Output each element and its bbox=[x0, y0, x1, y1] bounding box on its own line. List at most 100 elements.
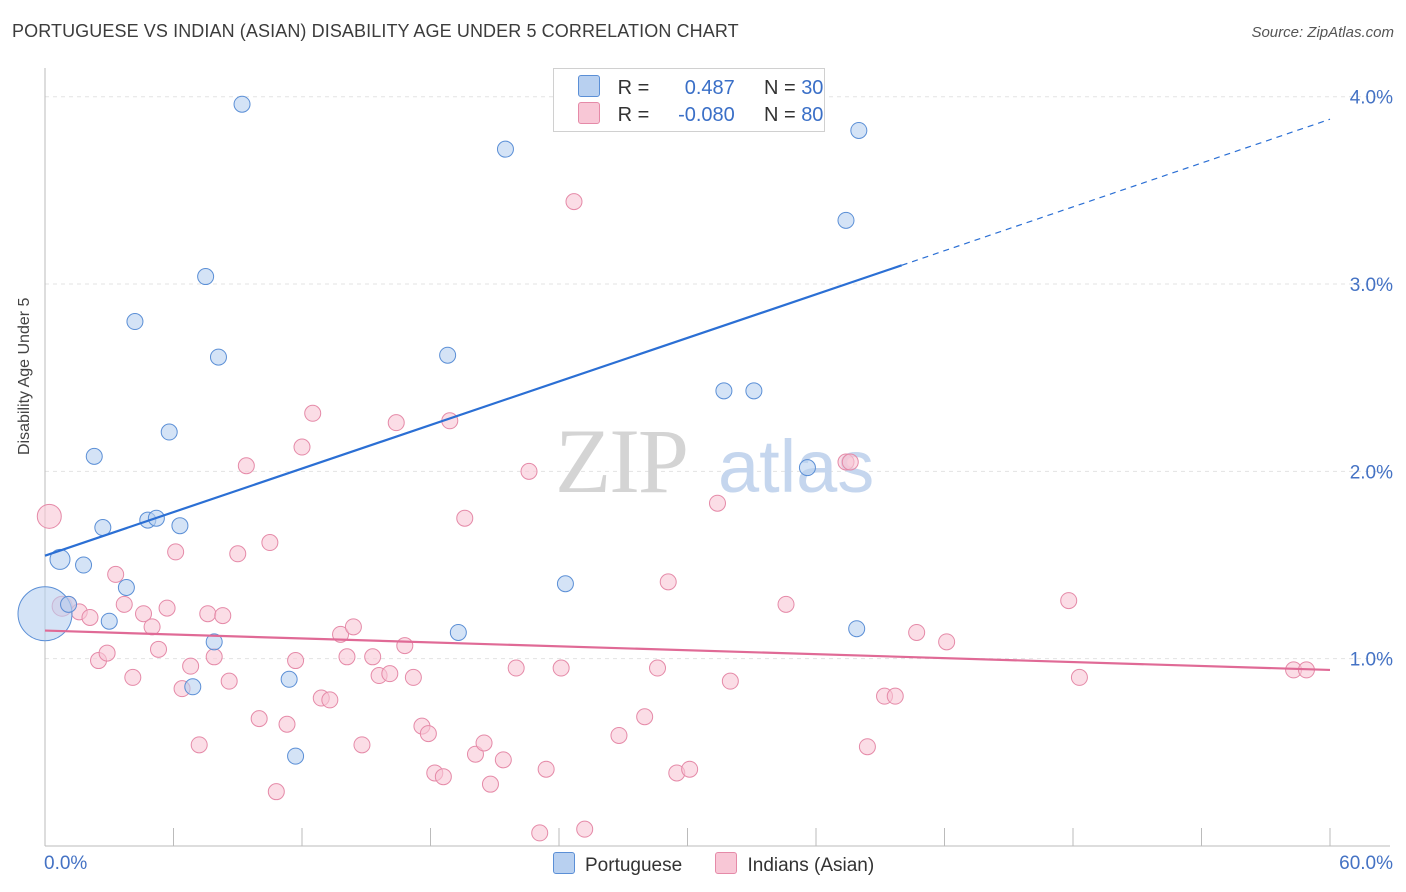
point-indians-asian bbox=[135, 605, 153, 623]
point-indians-asian bbox=[278, 715, 296, 733]
point-indians-asian bbox=[659, 573, 677, 591]
watermark: ZIP atlas bbox=[555, 410, 874, 512]
point-indians-asian bbox=[190, 736, 208, 754]
point-indians-asian bbox=[1060, 592, 1078, 610]
series-portuguese bbox=[17, 95, 868, 765]
point-indians-asian bbox=[419, 725, 437, 743]
point-indians-asian bbox=[537, 760, 555, 778]
point-portuguese bbox=[160, 423, 178, 441]
point-indians-asian bbox=[396, 637, 414, 655]
point-indians-asian bbox=[81, 608, 99, 626]
point-portuguese bbox=[49, 548, 71, 570]
watermark-text: ZIP bbox=[555, 410, 687, 512]
legend-label: Portuguese bbox=[585, 855, 683, 876]
point-portuguese bbox=[287, 747, 305, 765]
point-indians-asian bbox=[610, 726, 628, 744]
point-indians-asian bbox=[353, 736, 371, 754]
point-indians-asian bbox=[182, 657, 200, 675]
x-tick-label: 60.0% bbox=[1339, 853, 1393, 874]
point-portuguese bbox=[100, 612, 118, 630]
point-indians-asian bbox=[321, 691, 339, 709]
x-tick-label: 0.0% bbox=[44, 853, 87, 874]
point-indians-asian bbox=[287, 652, 305, 670]
point-indians-asian bbox=[205, 648, 223, 666]
point-portuguese bbox=[439, 346, 457, 364]
point-indians-asian bbox=[364, 648, 382, 666]
point-indians-asian bbox=[721, 672, 739, 690]
point-portuguese bbox=[85, 447, 103, 465]
legend-r-value: 0.487 bbox=[684, 77, 735, 99]
y-tick-labels: 1.0% 2.0% 3.0% 4.0% bbox=[1350, 88, 1393, 671]
legend-n-value: 80 bbox=[801, 104, 824, 126]
point-indians-asian bbox=[858, 738, 876, 756]
point-portuguese bbox=[798, 459, 816, 477]
point-indians-asian bbox=[124, 668, 142, 686]
point-indians-asian bbox=[107, 565, 125, 583]
legend-swatch-pink bbox=[715, 852, 738, 874]
point-portuguese bbox=[205, 633, 223, 651]
y-tick-label: 2.0% bbox=[1350, 462, 1393, 483]
point-portuguese bbox=[556, 575, 574, 593]
point-indians-asian bbox=[250, 710, 268, 728]
point-indians-asian bbox=[214, 607, 232, 625]
correlation-legend: R = 0.487 N = 30 R = -0.080 N = 80 bbox=[553, 68, 825, 132]
point-portuguese bbox=[233, 95, 251, 113]
point-portuguese bbox=[126, 313, 144, 331]
point-indians-asian bbox=[338, 648, 356, 666]
point-indians-asian bbox=[708, 494, 726, 512]
point-indians-asian bbox=[938, 633, 956, 651]
point-portuguese bbox=[837, 211, 855, 229]
point-portuguese bbox=[449, 623, 467, 641]
series-legend: Portuguese Indians (Asian) bbox=[553, 852, 902, 877]
trend-line-portuguese-extension bbox=[901, 118, 1331, 266]
point-indians-asian bbox=[237, 457, 255, 475]
point-portuguese bbox=[117, 579, 135, 597]
point-indians-asian bbox=[261, 534, 279, 552]
point-indians-asian bbox=[98, 644, 116, 662]
gridlines bbox=[45, 96, 1390, 660]
legend-r-value: -0.080 bbox=[678, 104, 735, 126]
point-portuguese bbox=[75, 556, 93, 574]
point-indians-asian bbox=[481, 775, 499, 793]
legend-r-label: R = bbox=[617, 104, 650, 126]
point-indians-asian bbox=[456, 509, 474, 527]
point-indians-asian bbox=[466, 745, 484, 763]
legend-label: Indians (Asian) bbox=[747, 855, 875, 876]
point-indians-asian bbox=[636, 708, 654, 726]
point-indians-asian bbox=[267, 783, 285, 801]
legend-item-indians: Indians (Asian) bbox=[715, 852, 874, 877]
point-portuguese bbox=[848, 620, 866, 638]
x-tick-labels: 0.0% 60.0% bbox=[44, 853, 1393, 874]
point-portuguese bbox=[60, 595, 78, 613]
legend-n-label: N = bbox=[763, 104, 796, 126]
point-indians-asian bbox=[777, 595, 795, 613]
point-portuguese bbox=[171, 517, 189, 535]
point-indians-asian bbox=[304, 404, 322, 422]
source-label: Source: ZipAtlas.com bbox=[1251, 24, 1394, 41]
legend-swatch-blue bbox=[553, 852, 575, 874]
point-indians-asian bbox=[434, 768, 452, 786]
point-indians-asian bbox=[552, 659, 570, 677]
point-indians-asian bbox=[565, 193, 583, 211]
legend-n-label: N = bbox=[763, 77, 796, 99]
point-indians-asian bbox=[1070, 668, 1088, 686]
point-indians-asian bbox=[229, 545, 247, 563]
point-indians-asian bbox=[531, 824, 549, 842]
point-indians-asian bbox=[507, 659, 525, 677]
point-indians-asian bbox=[344, 618, 362, 636]
point-portuguese bbox=[197, 268, 215, 286]
point-indians-asian bbox=[220, 672, 238, 690]
trend-line-portuguese bbox=[44, 264, 903, 557]
point-indians-asian bbox=[36, 503, 62, 529]
legend-n-value: 30 bbox=[801, 77, 824, 99]
point-indians-asian bbox=[381, 665, 399, 683]
legend-item-portuguese: Portuguese bbox=[553, 852, 682, 877]
point-indians-asian bbox=[520, 462, 538, 480]
point-portuguese bbox=[496, 140, 514, 158]
point-indians-asian bbox=[908, 623, 926, 641]
point-indians-asian bbox=[115, 595, 133, 613]
point-indians-asian bbox=[332, 625, 350, 643]
legend-row-indians: R = -0.080 N = 80 bbox=[578, 102, 823, 127]
point-portuguese bbox=[17, 586, 73, 642]
